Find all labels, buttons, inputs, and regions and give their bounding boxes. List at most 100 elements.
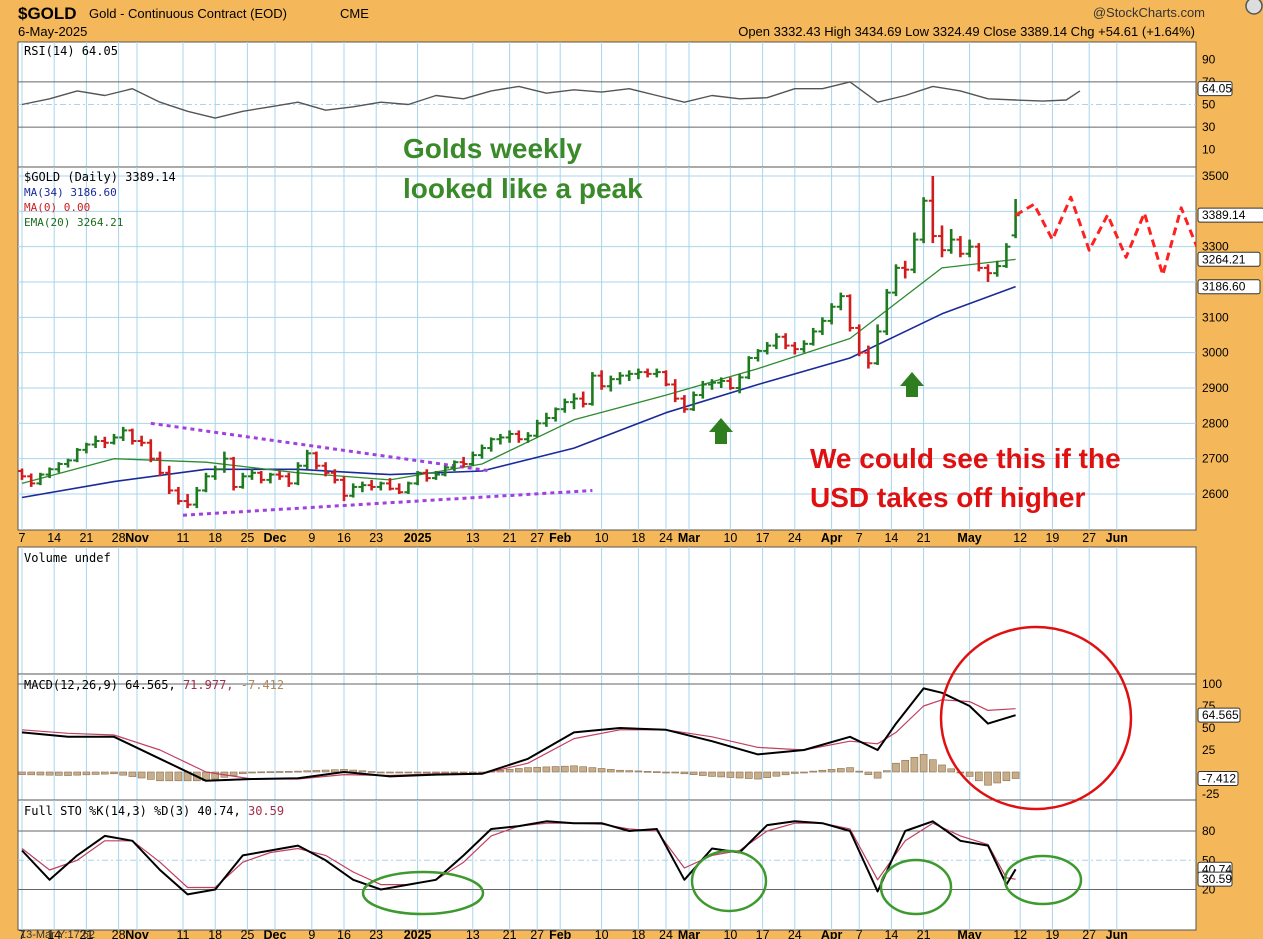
sto-k-line <box>21 820 1017 896</box>
macd-histogram-bar <box>468 771 477 774</box>
price-bar <box>956 236 965 258</box>
price-bar <box>901 260 910 279</box>
x-tick-label: 28 <box>112 531 126 545</box>
macd-histogram-bar <box>239 771 247 775</box>
macd-ytick-label: 100 <box>1202 677 1222 691</box>
price-bar <box>772 333 781 350</box>
x-tick-label-bottom: 7 <box>856 928 863 939</box>
macd-histogram-bar <box>625 770 634 773</box>
price-bar <box>643 368 652 378</box>
macd-histogram-bar <box>680 771 689 775</box>
usd-annotation: We could see this if the USD takes off h… <box>810 443 1121 513</box>
macd-histogram-bar <box>18 771 26 775</box>
macd-histogram-bar <box>689 771 698 775</box>
macd-legend-main: MACD(12,26,9) 64.565, <box>24 678 176 692</box>
price-legend: $GOLD (Daily) 3389.14 MA(34) 3186.60 MA(… <box>24 170 176 229</box>
macd-histogram-bar <box>312 770 321 773</box>
price-bar <box>689 391 698 411</box>
macd-histogram-bar <box>754 771 762 780</box>
macd-ytick-label: 25 <box>1202 743 1216 757</box>
macd-histogram-bar <box>965 771 974 777</box>
price-bar <box>275 471 284 480</box>
macd-histogram-bar <box>827 769 836 773</box>
price-bar <box>487 437 496 452</box>
price-bar <box>174 486 183 505</box>
price-bar <box>938 225 946 258</box>
price-bar <box>45 467 54 479</box>
price-bar <box>800 340 808 353</box>
price-bar <box>321 462 330 477</box>
volume-legend-label: Volume undef <box>24 551 111 565</box>
x-tick-label: 21 <box>917 531 931 545</box>
x-tick-label-bottom: 13 <box>466 928 480 939</box>
buy-arrow-icon <box>709 418 733 444</box>
price-bar <box>514 430 523 443</box>
price-bar <box>294 462 302 486</box>
wedge-trendline <box>150 421 492 473</box>
macd-histogram-bar <box>82 771 91 776</box>
price-bar <box>708 379 716 390</box>
macd-histogram-bar <box>809 770 818 773</box>
x-tick-label: May <box>957 531 981 545</box>
macd-histogram-bar <box>560 765 569 773</box>
ma34-last-value-box <box>1197 279 1261 295</box>
price-bar <box>82 442 91 454</box>
price-panel: 3500 3300 3100 3000 2900 2800 2700 2600 3389.14 3… <box>17 166 1263 939</box>
corner-button-icon[interactable] <box>1245 0 1263 15</box>
macd-histogram-bar <box>938 764 946 773</box>
price-bar <box>146 439 155 463</box>
x-tick-label-bottom: 14 <box>884 928 898 939</box>
x-tick-label-bottom: 16 <box>337 928 351 939</box>
price-legend-ma0: MA(0) 0.00 <box>24 201 90 214</box>
x-tick-label-bottom: 9 <box>308 928 315 939</box>
x-tick-label-bottom: Jun <box>1106 928 1128 939</box>
price-bar <box>395 483 404 494</box>
price-bar <box>36 472 45 486</box>
macd-histogram-bar <box>229 771 238 776</box>
price-bar <box>947 229 956 254</box>
price-bar <box>634 368 643 380</box>
price-legend-ma34: MA(34) 3186.60 <box>24 186 117 199</box>
macd-histogram-bar <box>36 771 45 776</box>
macd-histogram-bar <box>836 768 845 773</box>
x-tick-label: Nov <box>125 531 149 545</box>
macd-histogram-bar <box>919 754 928 773</box>
x-tick-label: 18 <box>631 531 645 545</box>
macd-histogram-bar <box>717 771 726 778</box>
peak-annotation-line1: Golds weekly <box>403 133 582 164</box>
x-tick-label-bottom: 2025 <box>404 928 432 939</box>
macd-histogram-bar <box>110 771 118 775</box>
price-bar <box>27 473 36 487</box>
x-tick-label: 24 <box>788 531 802 545</box>
macd-signal-line <box>21 699 1016 780</box>
price-bar <box>717 377 726 388</box>
x-tick-label-bottom: 7 <box>19 928 26 939</box>
x-tick-label: 17 <box>756 531 770 545</box>
cursor-readout: 13-Mar Y:17.62 <box>20 929 95 939</box>
x-tick-label-bottom: May <box>957 928 981 939</box>
macd-histogram-bar <box>303 770 312 773</box>
price-bar <box>211 465 220 480</box>
price-bar <box>735 373 744 394</box>
price-bar <box>432 471 440 480</box>
macd-histogram-bar <box>156 771 164 782</box>
price-bar <box>64 458 72 468</box>
price-bar <box>358 481 367 493</box>
x-tick-label-bottom: 21 <box>503 928 517 939</box>
svg-text:MACD(12,26,9) 64.565, 71.977,: MACD(12,26,9) 64.565, 71.977, -7.412 <box>24 678 284 692</box>
macd-histogram-bar <box>450 771 459 774</box>
macd-histogram-bar <box>101 771 109 775</box>
macd-legend-hist: -7.412 <box>241 678 284 692</box>
peak-annotation: Golds weekly looked like a peak <box>403 133 643 204</box>
macd-histogram-bar <box>616 769 624 773</box>
ema20-last-value: 3264.21 <box>1202 252 1246 266</box>
x-tick-label: 27 <box>1082 531 1096 545</box>
price-last-close: 3389.14 <box>1202 208 1246 222</box>
macd-histogram-bar <box>800 771 808 774</box>
macd-histogram-bar <box>441 771 450 774</box>
volume-legend: Volume undef <box>24 551 111 565</box>
price-bar <box>873 324 882 366</box>
x-tick-label: 19 <box>1045 531 1059 545</box>
